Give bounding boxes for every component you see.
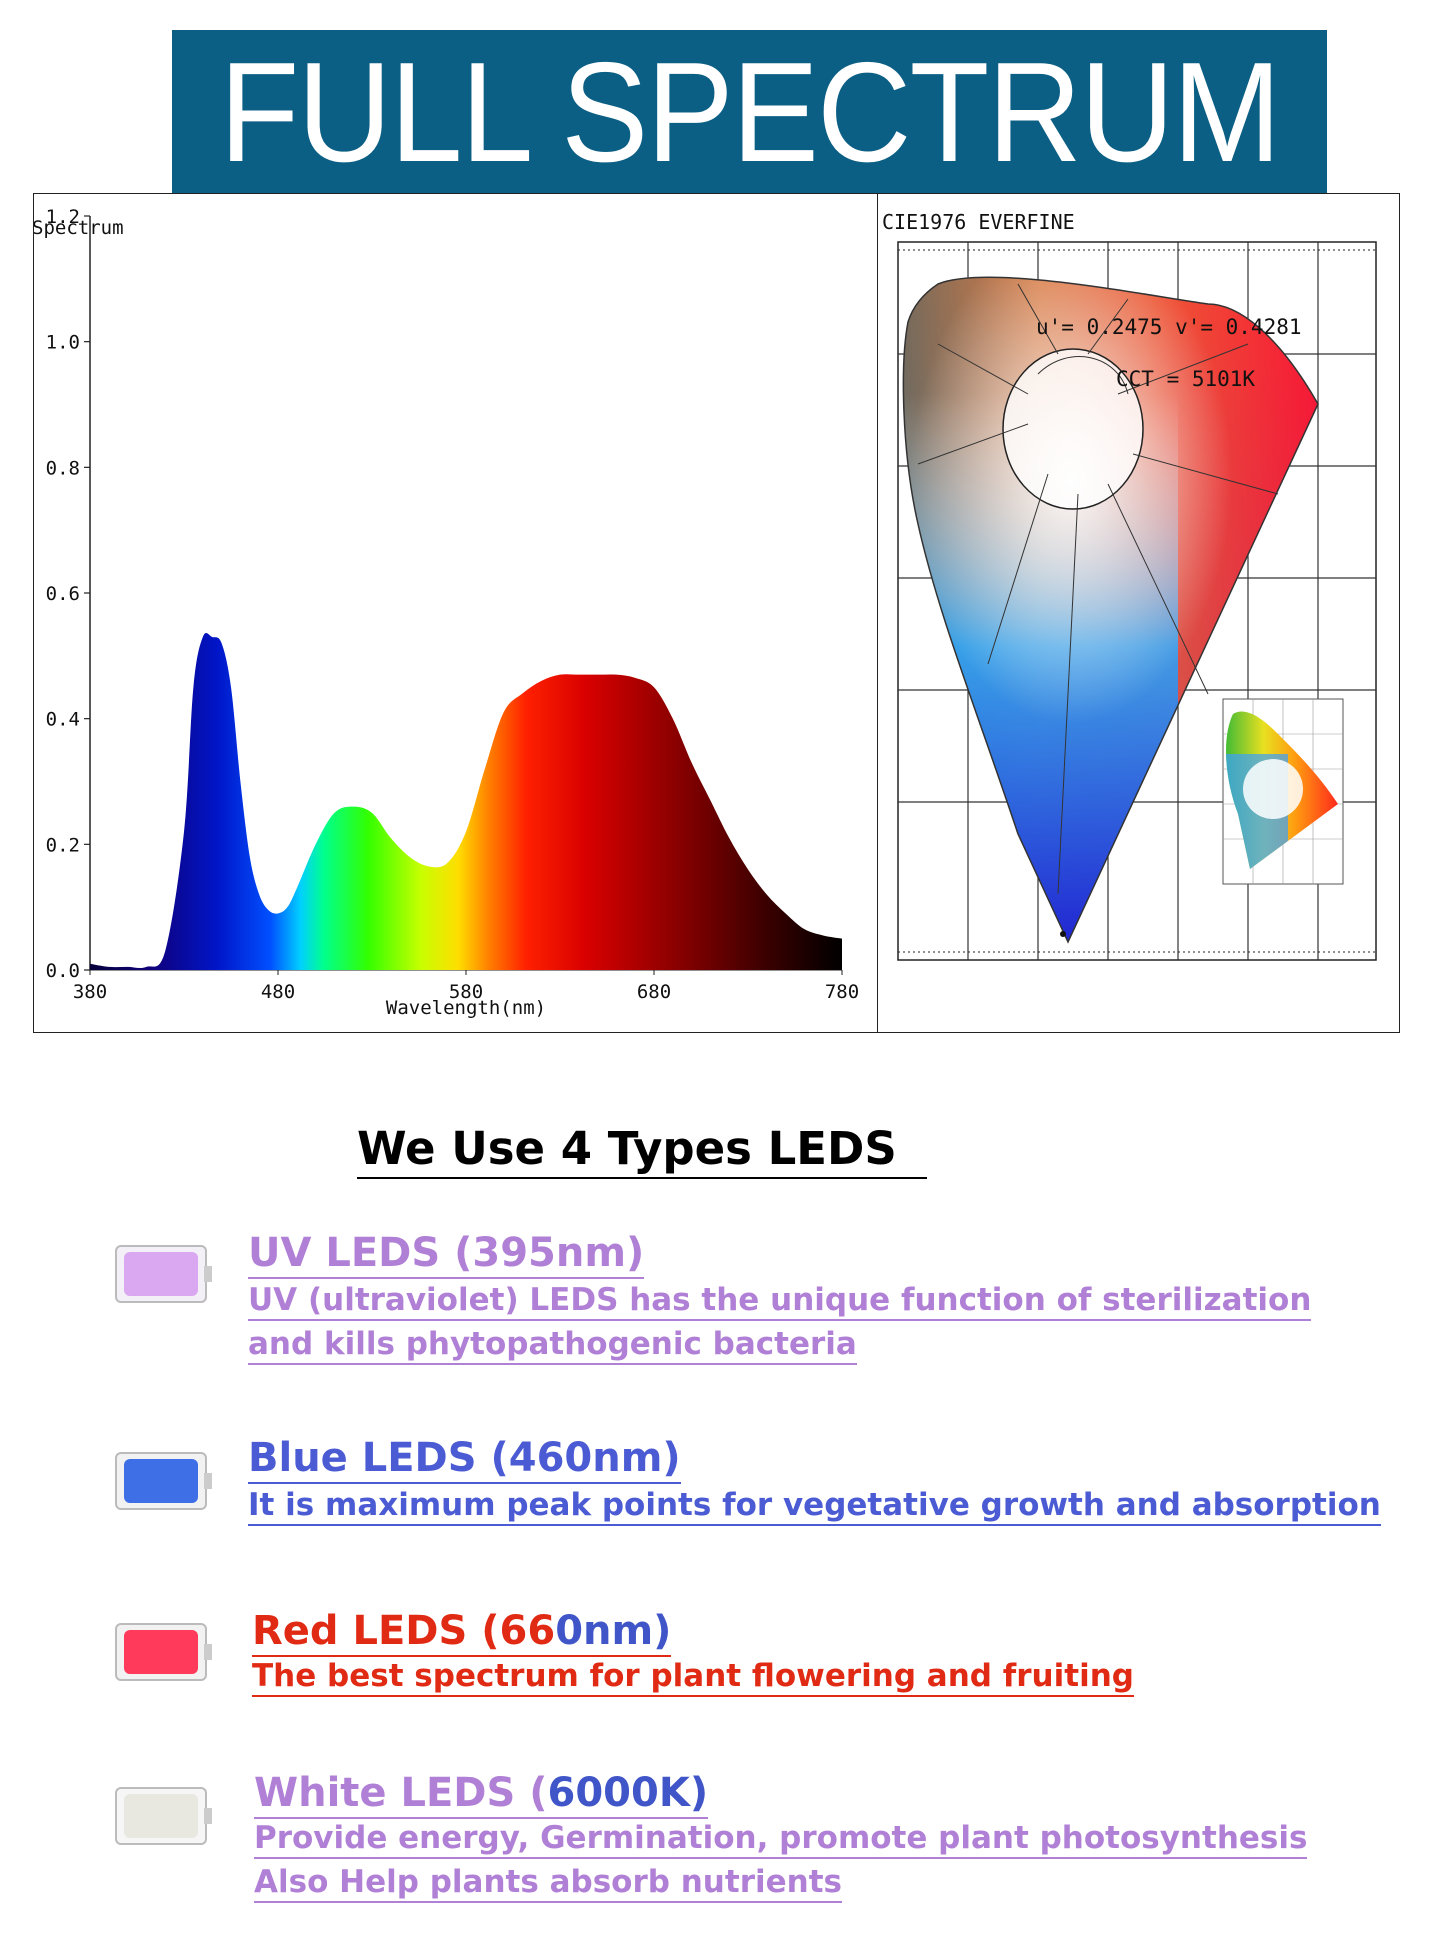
x-tick-label: 780 [825,981,859,1003]
y-tick-label: 1.0 [46,332,80,354]
spectrum-area [90,633,842,970]
y-axis-label: Spectrum [34,217,124,239]
spectrum-plot [90,633,842,970]
y-tick-label: 0.2 [46,834,80,856]
cie-header: CIE1976 EVERFINE [882,210,1075,234]
blue-led-chip-icon [115,1452,212,1510]
white-led-chip-icon [115,1787,212,1845]
led-item-white: White LEDS (6000K) Provide energy, Germi… [100,1770,1420,1920]
x-tick-label: 480 [261,981,295,1003]
spectrum-axes: 0.0 0.2 0.4 0.6 0.8 1.0 1.2 380 480 580 680 780 [46,206,859,1003]
page-title: FULL SPECTRUM [219,33,1281,192]
white-led-desc-line-2: Also Help plants absorb nutrients [254,1864,842,1903]
led-item-uv: UV LEDS (395nm) UV (ultraviolet) LEDS ha… [100,1230,1420,1380]
white-led-title-part-1: White LEDS ( [254,1770,548,1816]
red-led-chip-icon [115,1623,212,1681]
led-item-blue: Blue LEDS (460nm) It is maximum peak poi… [100,1435,1420,1585]
y-tick-label: 0.8 [46,457,80,479]
uv-led-desc-line-1: UV (ultraviolet) LEDS has the unique fun… [248,1282,1312,1321]
spectrum-chart: 0.0 0.2 0.4 0.6 0.8 1.0 1.2 380 480 580 680 780 Spe… [32,206,859,1019]
blue-led-title: Blue LEDS (460nm) [248,1435,681,1484]
white-led-title-part-2: 6000K) [547,1770,709,1816]
led-item-red: Red LEDS (660nm) The best spectrum for p… [100,1608,1420,1758]
y-tick-label: 0.4 [46,709,80,731]
title-banner: FULL SPECTRUM [172,30,1327,195]
x-tick-label: 680 [637,981,671,1003]
white-led-desc-line-1: Provide energy, Germination, promote pla… [254,1820,1308,1859]
uv-led-desc-line-2: and kills phytopathogenic bacteria [248,1326,857,1365]
white-led-title: White LEDS (6000K) [254,1770,709,1819]
blue-led-desc-line-1: It is maximum peak points for vegetative… [248,1487,1381,1526]
y-tick-label: 0.0 [46,960,80,982]
y-tick-label: 0.6 [46,583,80,605]
uv-led-title: UV LEDS (395nm) [248,1230,645,1279]
x-tick-label: 380 [73,981,107,1003]
red-led-title-part-1: Red LEDS (66 [252,1608,556,1654]
led-types-heading: We Use 4 Types LEDS [357,1122,927,1179]
x-tick-label: 580 [449,981,483,1003]
uv-led-chip-icon [115,1245,212,1303]
red-led-title: Red LEDS (660nm) [252,1608,672,1657]
cie-uv-coordinates: u'= 0.2475 v'= 0.4281 [1036,315,1302,339]
y-tick-label: 1.2 [46,206,80,228]
cie-cct: CCT = 5101K [1116,367,1255,391]
cie-chromaticity-diagram: u'= 0.2475 v'= 0.4281 CCT = 5101K [897,241,1377,961]
cie-diagram-panel: CIE1976 EVERFINE [877,193,1400,1033]
red-led-desc-line-1: The best spectrum for plant flowering an… [252,1658,1134,1697]
x-axis-label: Wavelength(nm) [386,997,546,1019]
red-led-title-part-2: 0nm) [555,1608,672,1654]
spectrum-chart-panel: 0.0 0.2 0.4 0.6 0.8 1.0 1.2 380 480 580 680 780 Spe… [32,193,878,1033]
